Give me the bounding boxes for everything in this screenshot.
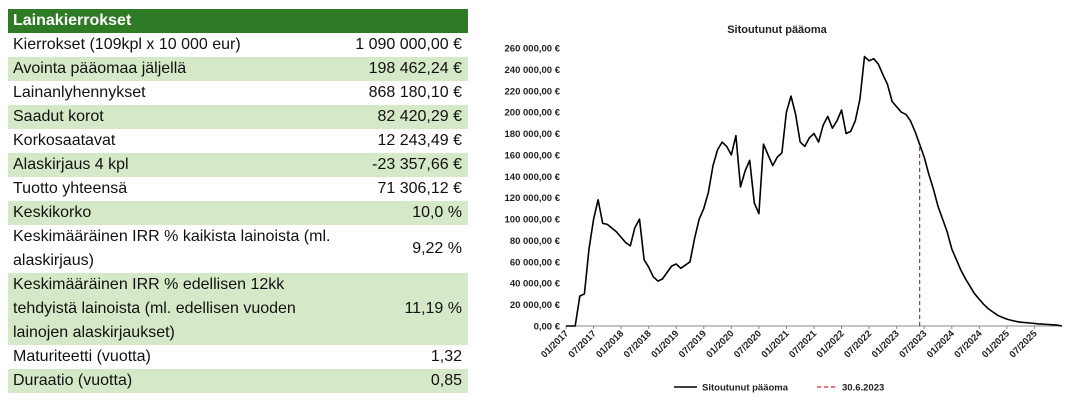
x-tick-label: 07/2020 [732,328,764,360]
y-tick-label: 260 000,00 € [505,44,561,55]
x-tick-label: 07/2019 [677,328,709,360]
row-value: 71 306,12 € [350,177,468,201]
x-axis: 01/201707/201701/201807/201801/201907/20… [539,326,1040,360]
x-tick-label: 07/2023 [897,328,929,360]
x-tick-label: 07/2025 [1008,328,1041,361]
row-label: Keskimääräinen IRR % kaikista lainoista … [8,225,351,273]
row-value: 198 462,24 € [350,57,468,81]
x-tick-label: 01/2023 [870,328,902,360]
row-value: 1,32 [350,345,468,369]
row-label: Keskikorko [8,201,351,225]
y-tick-label: 160 000,00 € [505,150,561,161]
row-label: Duraatio (vuotta) [8,369,351,393]
x-tick-label: 01/2020 [704,328,736,360]
row-value: 1 090 000,00 € [350,33,468,57]
row-label: Lainanlyhennykset [8,81,351,105]
x-tick-label: 01/2018 [594,328,626,360]
y-tick-label: 100 000,00 € [505,215,561,226]
x-tick-label: 07/2018 [622,328,654,360]
table-header: Lainakierrokset [8,9,468,33]
row-value: 11,19 % [350,273,468,345]
row-label: Alaskirjaus 4 kpl [8,153,351,177]
y-tick-label: 140 000,00 € [505,172,561,183]
row-label: Korkosaatavat [8,129,351,153]
row-value: 9,22 % [350,225,468,273]
summary-table: Lainakierrokset Kierrokset (109kpl x 10 … [8,9,468,393]
legend-series-label: Sitoutunut pääoma [702,383,789,394]
table-row: Keskimääräinen IRR % edellisen 12kk tehd… [8,273,468,345]
row-value: 868 180,10 € [350,81,468,105]
table-row: Keskimääräinen IRR % kaikista lainoista … [8,225,468,273]
y-tick-label: 80 000,00 € [510,236,561,247]
row-label: Kierrokset (109kpl x 10 000 eur) [8,33,351,57]
y-tick-label: 220 000,00 € [505,86,561,97]
table-row: Duraatio (vuotta) 0,85 [8,369,468,393]
row-label: Tuotto yhteensä [8,177,351,201]
y-tick-label: 180 000,00 € [505,129,561,140]
x-tick-label: 01/2017 [539,328,571,360]
x-tick-label: 01/2019 [649,328,681,360]
row-value: 12 243,49 € [350,129,468,153]
row-value: 82 420,29 € [350,105,468,129]
table-row: Keskikorko 10,0 % [8,201,468,225]
table-row: Lainanlyhennykset 868 180,10 € [8,81,468,105]
y-tick-label: 40 000,00 € [510,279,561,290]
capital-chart: Sitoutunut pääoma 0,00 € 20 000,00 € 40 00… [505,24,1063,394]
x-tick-label: 01/2021 [760,328,793,361]
x-tick-label: 07/2024 [952,328,985,361]
row-value: 10,0 % [350,201,468,225]
x-tick-label: 01/2024 [925,328,958,361]
x-tick-label: 07/2021 [787,328,820,361]
x-tick-label: 07/2017 [567,328,599,360]
table-row: Tuotto yhteensä 71 306,12 € [8,177,468,201]
y-tick-label: 20 000,00 € [510,300,561,311]
x-tick-label: 01/2025 [980,328,1013,361]
legend: Sitoutunut pääoma 30.6.2023 [674,383,884,394]
table-row: Alaskirjaus 4 kpl -23 357,66 € [8,153,468,177]
row-value: 0,85 [350,369,468,393]
y-tick-label: 200 000,00 € [505,108,561,119]
table-header-row: Lainakierrokset [8,9,468,33]
row-label: Maturiteetti (vuotta) [8,345,351,369]
table-row: Avointa pääomaa jäljellä 198 462,24 € [8,57,468,81]
x-tick-label: 01/2022 [815,328,847,360]
y-tick-label: 120 000,00 € [505,193,561,204]
y-axis: 0,00 € 20 000,00 € 40 000,00 € 60 000,00 € 8… [505,44,561,333]
table-row: Kierrokset (109kpl x 10 000 eur) 1 090 0… [8,33,468,57]
row-label: Keskimääräinen IRR % edellisen 12kk tehd… [8,273,351,345]
row-label: Avointa pääomaa jäljellä [8,57,351,81]
x-tick-label: 07/2022 [842,328,874,360]
legend-marker-label: 30.6.2023 [842,383,884,394]
y-tick-label: 60 000,00 € [510,257,561,268]
chart-title: Sitoutunut pääoma [727,24,827,36]
row-value: -23 357,66 € [350,153,468,177]
row-label: Saadut korot [8,105,351,129]
y-tick-label: 0,00 € [534,322,561,333]
table-row: Korkosaatavat 12 243,49 € [8,129,468,153]
y-tick-label: 240 000,00 € [505,65,561,76]
table-row: Saadut korot 82 420,29 € [8,105,468,129]
table-row: Maturiteetti (vuotta) 1,32 [8,345,468,369]
series-line [566,55,1063,327]
